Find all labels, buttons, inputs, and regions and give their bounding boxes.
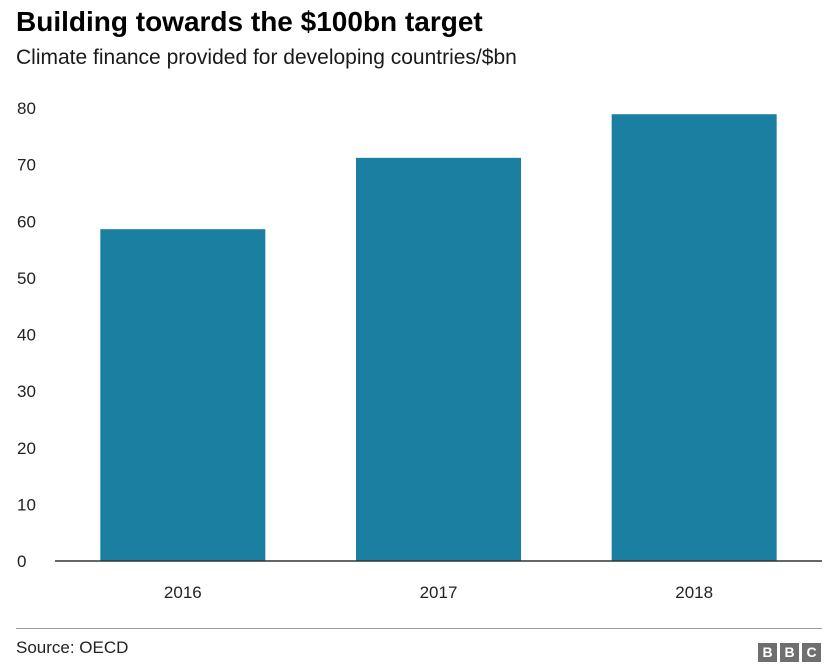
y-tick-label: 30 xyxy=(17,382,36,401)
chart-title: Building towards the $100bn target xyxy=(16,6,483,37)
y-tick-label: 20 xyxy=(17,439,36,458)
y-tick-label: 80 xyxy=(17,99,36,118)
logo-letter: B xyxy=(780,643,799,662)
bar-2016 xyxy=(100,229,266,562)
y-tick-label: 10 xyxy=(17,495,36,514)
bar-chart: 0 10 20 30 40 50 60 70 80 2016 2017 2018 xyxy=(17,99,822,602)
logo-letter: C xyxy=(802,643,821,662)
y-tick-label: 50 xyxy=(17,269,36,288)
y-tick-label: 40 xyxy=(17,326,36,345)
x-tick-label: 2016 xyxy=(164,583,202,602)
bar-2018 xyxy=(611,114,777,561)
x-tick-label: 2018 xyxy=(675,583,713,602)
bar-2017 xyxy=(356,157,521,561)
source-note: Source: OECD xyxy=(16,638,129,657)
y-tick-label: 60 xyxy=(17,212,36,231)
x-tick-label: 2017 xyxy=(420,583,458,602)
bbc-logo: B B C xyxy=(758,643,821,662)
y-tick-label: 0 xyxy=(17,552,26,571)
y-tick-label: 70 xyxy=(17,156,36,175)
footer-divider xyxy=(16,628,822,629)
chart-subtitle: Climate finance provided for developing … xyxy=(16,46,517,69)
logo-letter: B xyxy=(758,643,777,662)
